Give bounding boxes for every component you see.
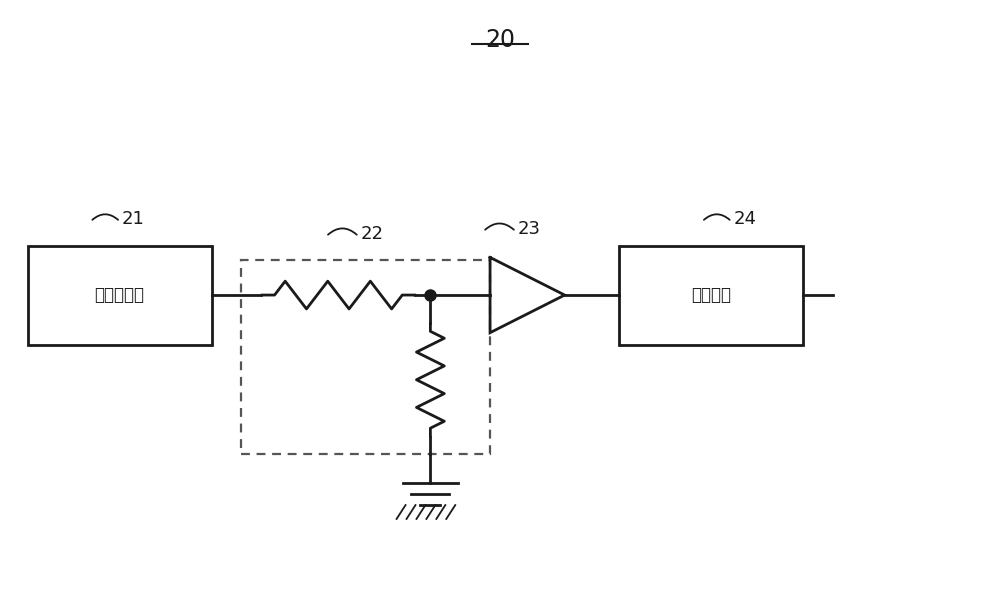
FancyBboxPatch shape — [619, 245, 803, 344]
Text: 接收电路: 接收电路 — [691, 286, 731, 304]
Text: 23: 23 — [518, 220, 541, 238]
FancyBboxPatch shape — [28, 245, 212, 344]
Text: 21: 21 — [122, 210, 145, 228]
Text: 标准信号源: 标准信号源 — [95, 286, 145, 304]
Text: 24: 24 — [734, 210, 757, 228]
Text: 20: 20 — [485, 28, 515, 52]
Text: 22: 22 — [361, 224, 384, 242]
